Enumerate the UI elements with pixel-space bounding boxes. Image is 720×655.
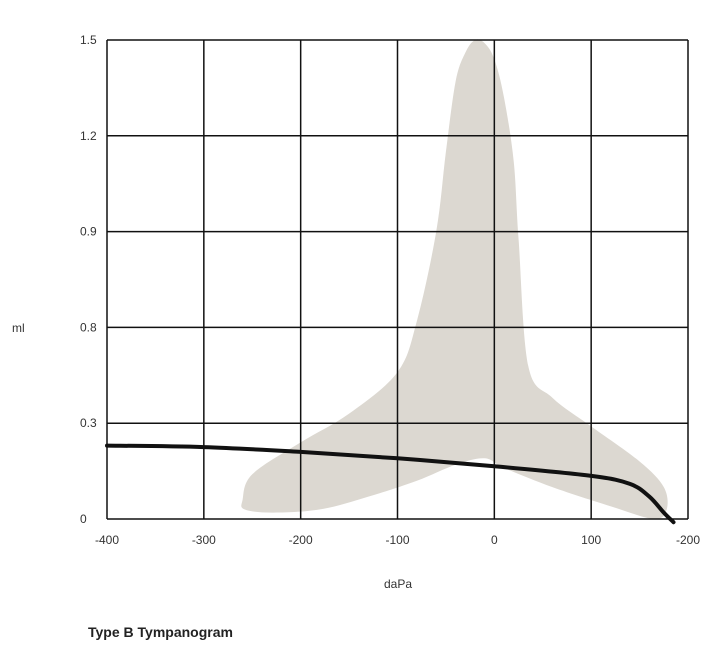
- x-axis-label: daPa: [384, 577, 412, 591]
- grid-layer: [106, 39, 689, 520]
- y-axis-label: ml: [12, 321, 25, 335]
- tick-label-layer: -400 -300 -200 -100 0 100 -200 0 0.3 0.8 0.9 1.2 1.5: [80, 33, 700, 547]
- series-layer: [105, 443, 676, 525]
- x-tick-label: -300: [192, 533, 216, 547]
- y-tick-label: 0.8: [80, 320, 97, 334]
- normal-region-layer: [241, 39, 668, 520]
- y-tick-label: 0: [80, 512, 87, 526]
- y-tick-label: 1.5: [80, 33, 97, 47]
- normal-range-region: [241, 39, 668, 520]
- y-tick-label: 0.3: [80, 416, 97, 430]
- tympanogram-line-0: [105, 443, 676, 525]
- chart-title: Type B Tympanogram: [88, 624, 233, 640]
- x-tick-label: -100: [385, 533, 409, 547]
- x-tick-label: -200: [676, 533, 700, 547]
- y-tick-label: 1.2: [80, 129, 97, 143]
- x-tick-label: 0: [491, 533, 498, 547]
- x-tick-label: -400: [95, 533, 119, 547]
- x-tick-label: -200: [289, 533, 313, 547]
- y-tick-label: 0.9: [80, 225, 97, 239]
- x-tick-label: 100: [581, 533, 601, 547]
